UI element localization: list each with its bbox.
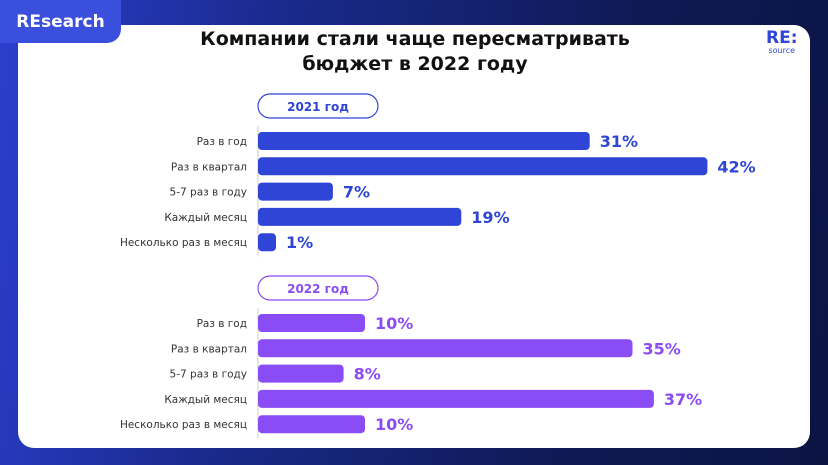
data-label: 31%	[600, 132, 638, 151]
series-pill	[257, 93, 379, 119]
chart-card	[18, 25, 810, 448]
category-label: Раз в год	[197, 318, 247, 330]
logo: RE: source	[766, 30, 798, 55]
logo-main: RE:	[766, 28, 798, 48]
data-label: 10%	[375, 415, 413, 434]
bar	[258, 314, 365, 332]
data-label: 35%	[643, 339, 681, 358]
category-label: Каждый месяц	[164, 394, 247, 406]
bar	[258, 339, 633, 358]
category-label: Раз в год	[197, 136, 247, 148]
series-label: 2022 год	[287, 282, 349, 296]
category-label: Каждый месяц	[164, 212, 247, 224]
brand-tag: REsearch	[0, 0, 121, 43]
bar	[258, 132, 590, 150]
bar	[258, 182, 333, 201]
data-label: 19%	[471, 208, 509, 227]
bar	[258, 233, 276, 252]
data-label: 7%	[343, 183, 370, 202]
series-pill	[257, 275, 379, 301]
series-label: 2021 год	[287, 100, 349, 114]
bar	[258, 364, 344, 383]
category-label: Раз в квартал	[171, 161, 247, 173]
bar	[258, 389, 654, 408]
data-label: 10%	[375, 314, 413, 333]
bar	[258, 207, 462, 226]
category-label: 5-7 раз в году	[170, 369, 247, 381]
data-label: 8%	[354, 365, 381, 384]
bar	[258, 157, 708, 176]
category-label: Несколько раз в месяц	[120, 419, 247, 431]
bar	[258, 415, 365, 434]
category-label: 5-7 раз в году	[170, 187, 247, 199]
category-label: Раз в квартал	[171, 343, 247, 355]
data-label: 37%	[664, 390, 702, 409]
category-label: Несколько раз в месяц	[120, 237, 247, 249]
data-label: 42%	[717, 157, 755, 176]
data-label: 1%	[286, 233, 313, 252]
logo-sub: source	[768, 46, 796, 55]
chart-title: Компании стали чаще пересматривать бюдже…	[200, 28, 630, 75]
